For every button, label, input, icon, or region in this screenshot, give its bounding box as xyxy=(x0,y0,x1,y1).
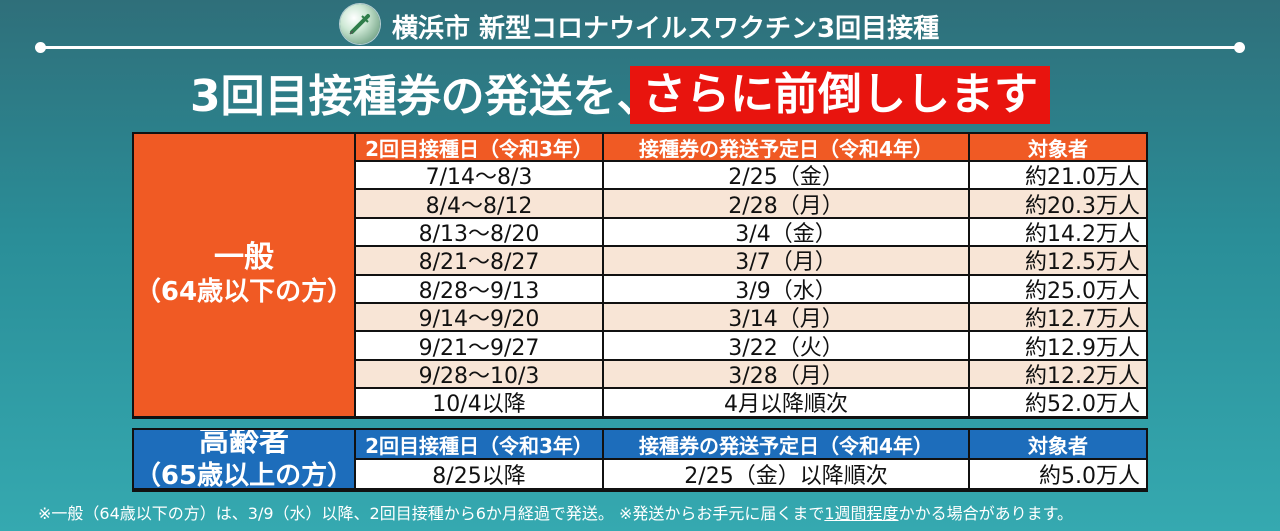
general-table-cell: 2/25（金） xyxy=(604,162,968,189)
divider-line xyxy=(40,46,1240,49)
header-banner: 横浜市 新型コロナウイルスワクチン3回目接種 xyxy=(0,0,1280,48)
vaccine-syringe-icon xyxy=(340,4,380,44)
footnote-text-end: かかる場合があります。 xyxy=(898,504,1073,523)
general-table-cell: 3/4（金） xyxy=(604,218,968,246)
header-title: 横浜市 新型コロナウイルスワクチン3回目接種 xyxy=(392,14,940,44)
general-table-cell: 約12.2万人 xyxy=(970,360,1146,388)
general-table-cell: 9/28～10/3 xyxy=(356,360,602,388)
general-column-header: 対象者 xyxy=(970,134,1146,160)
general-table-cell: 3/14（月） xyxy=(604,304,968,331)
senior-table-cell: 約5.0万人 xyxy=(970,460,1146,488)
general-schedule-table: 一般 （64歳以下の方） 2回目接種日（令和3年） 接種券の発送予定日（令和4年） 対象… xyxy=(132,132,1148,419)
general-group-label: 一般 （64歳以下の方） xyxy=(134,134,354,416)
general-table-cell: 8/4～8/12 xyxy=(356,190,602,217)
general-table-cell: 約25.0万人 xyxy=(970,275,1146,302)
general-table-cell: 2/28（月） xyxy=(604,190,968,217)
senior-column-header: 2回目接種日（令和3年） xyxy=(356,430,602,458)
senior-group-subtitle: （65歳以上の方） xyxy=(134,461,354,488)
general-table-cell: 9/14～9/20 xyxy=(356,304,602,331)
senior-group-label: 高齢者 （65歳以上の方） xyxy=(134,430,354,488)
general-table-cell: 8/13～8/20 xyxy=(356,218,602,246)
general-table-cell: 3/22（火） xyxy=(604,332,968,359)
general-table-cell: 8/21～8/27 xyxy=(356,247,602,274)
headline-highlight: さらに前倒しします xyxy=(630,66,1050,124)
general-table-cell: 3/7（月） xyxy=(604,247,968,274)
senior-column-header: 接種券の発送予定日（令和4年） xyxy=(604,430,968,458)
divider-dot-right xyxy=(1234,42,1245,53)
general-group-subtitle: （64歳以下の方） xyxy=(134,276,354,307)
senior-group-title: 高齢者 xyxy=(199,430,289,459)
footnote: ※一般（64歳以下の方）は、3/9（水）以降、2回目接種から6か月経過で発送。 … xyxy=(38,500,1258,524)
general-table-cell: 8/28～9/13 xyxy=(356,275,602,302)
general-table-cell: 約12.7万人 xyxy=(970,304,1146,331)
general-table-cell: 7/14～8/3 xyxy=(356,162,602,189)
general-table-cell: 3/28（月） xyxy=(604,360,968,388)
general-table-cell: 約52.0万人 xyxy=(970,389,1146,416)
divider-dot-left xyxy=(35,42,46,53)
headline: 3回目接種券の発送を、 xyxy=(190,71,661,122)
general-table-cell: 約20.3万人 xyxy=(970,190,1146,217)
general-table-cell: 約21.0万人 xyxy=(970,162,1146,189)
senior-table-cell: 2/25（金）以降順次 xyxy=(604,460,968,488)
senior-schedule-table: 高齢者 （65歳以上の方） 2回目接種日（令和3年） 接種券の発送予定日（令和4年）対… xyxy=(132,428,1148,492)
senior-column-header: 対象者 xyxy=(970,430,1146,458)
senior-table-cell: 8/25以降 xyxy=(356,460,602,488)
general-column-header: 接種券の発送予定日（令和4年） xyxy=(604,134,968,160)
footnote-text: ※一般（64歳以下の方）は、3/9（水）以降、2回目接種から6か月経過で発送。 … xyxy=(38,504,825,523)
general-table-cell: 約12.9万人 xyxy=(970,332,1146,359)
general-table-cell: 3/9（水） xyxy=(604,275,968,302)
general-table-cell: 10/4以降 xyxy=(356,389,602,416)
general-table-cell: 約12.5万人 xyxy=(970,247,1146,274)
general-group-title: 一般 xyxy=(214,239,274,275)
general-table-cell: 約14.2万人 xyxy=(970,218,1146,246)
general-table-cell: 9/21～9/27 xyxy=(356,332,602,359)
general-column-header: 2回目接種日（令和3年） xyxy=(356,134,602,160)
footnote-underlined: 1週間程度 xyxy=(824,504,899,523)
general-table-cell: 4月以降順次 xyxy=(604,389,968,416)
